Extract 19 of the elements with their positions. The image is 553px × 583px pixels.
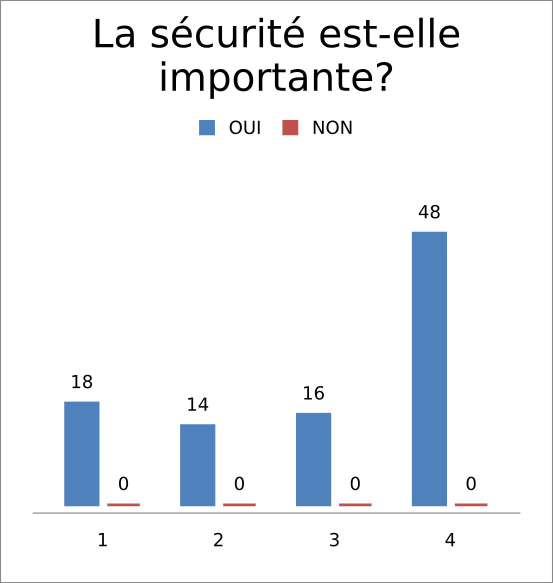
x-tick-label: 2 <box>214 532 222 546</box>
bar <box>64 402 100 506</box>
chart-title: La sécurité est-elle importante? <box>96 16 460 99</box>
x-tick-label: 3 <box>330 532 339 546</box>
bar <box>180 424 216 506</box>
x-tick-label: 4 <box>445 533 456 546</box>
data-label: 0 <box>234 476 244 490</box>
data-label: 0 <box>350 476 360 490</box>
data-label: 16 <box>304 386 324 400</box>
data-label: 0 <box>466 476 476 490</box>
data-label: 0 <box>119 476 128 490</box>
bar <box>412 232 448 506</box>
x-tick-label: 1 <box>98 533 107 546</box>
bar <box>296 412 332 506</box>
data-label: 14 <box>188 398 208 411</box>
data-label: 48 <box>418 204 440 219</box>
legend-label: NON <box>314 120 352 134</box>
data-label: 18 <box>72 374 92 388</box>
legend-label: OUI <box>230 120 260 134</box>
